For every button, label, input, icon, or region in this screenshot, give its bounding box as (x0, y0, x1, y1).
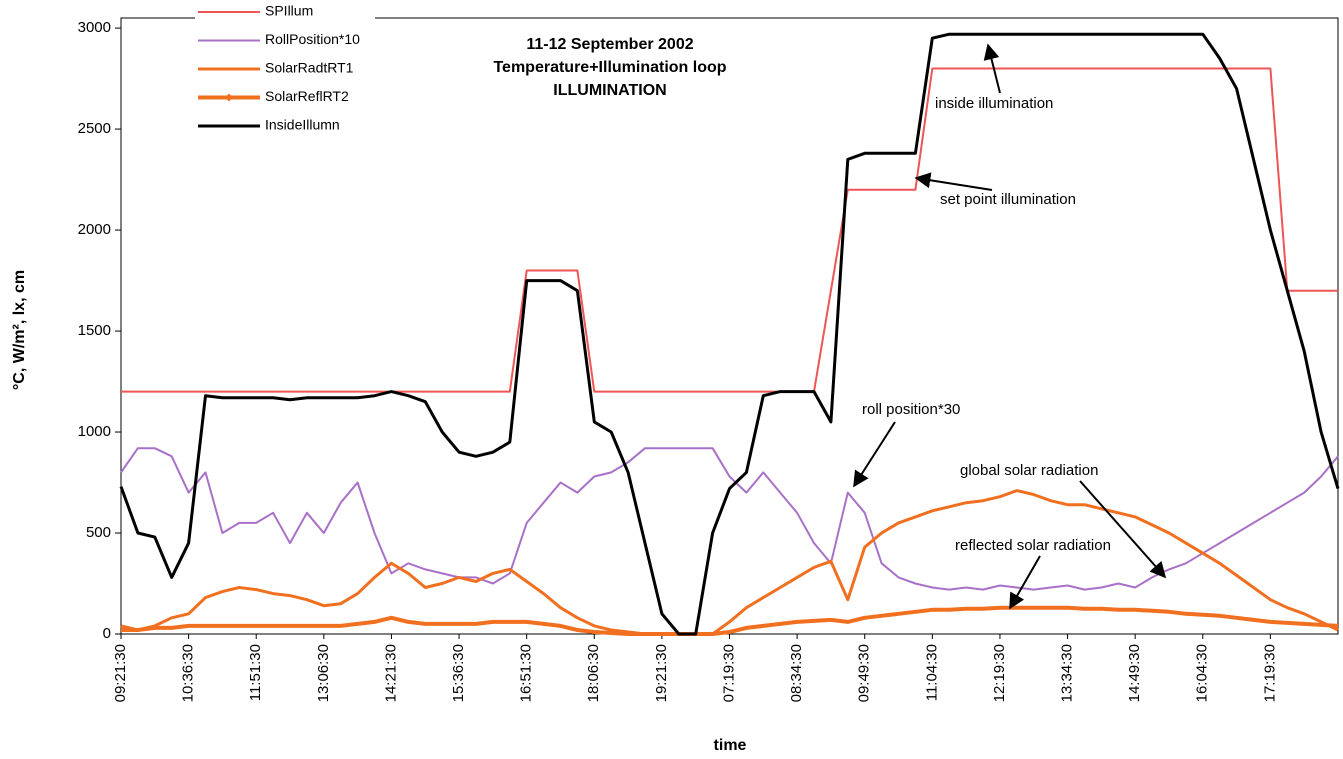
annotation: set point illumination (940, 191, 1076, 208)
x-tick-label: 10:36:30 (180, 644, 197, 702)
y-tick-label: 2500 (78, 120, 111, 137)
legend-label: RollPosition*10 (265, 31, 360, 47)
series-line (121, 605, 1339, 636)
annotation-arrow (853, 421, 896, 488)
x-tick-label: 07:19:30 (720, 644, 737, 702)
plot-area: 0 500 1000 1500 2000 2500 3000 09:21:30 10:36:30… (78, 17, 1340, 702)
legend-marker (225, 93, 233, 102)
series-line (120, 489, 1339, 636)
x-tick-label: 13:34:30 (1059, 644, 1076, 702)
x-tick-label: 14:49:30 (1126, 644, 1143, 702)
x-tick-label: 09:49:30 (856, 644, 873, 702)
x-tick-label: 08:34:30 (788, 644, 805, 702)
x-tick-label: 14:21:30 (382, 644, 399, 702)
y-tick-label: 500 (86, 524, 111, 541)
legend-label: SPIllum (265, 3, 313, 19)
annotation: inside illumination (935, 95, 1053, 112)
x-tick-label: 15:36:30 (450, 644, 467, 702)
x-tick-label: 11:51:30 (247, 644, 264, 701)
legend-box (195, 0, 375, 157)
x-tick-label: 19:21:30 (653, 644, 670, 702)
x-axis-label: time (714, 737, 747, 754)
legend: SPIllum RollPosition*10 SolarRadtRT1 SolarR… (195, 0, 375, 157)
x-tick-label: 16:04:30 (1194, 644, 1211, 702)
x-tick-label: 18:06:30 (585, 644, 602, 702)
x-tick-label: 17:19:30 (1261, 644, 1278, 702)
y-tick-label: 0 (103, 625, 111, 642)
x-tick-label: 12:19:30 (991, 644, 1008, 702)
y-tick-label: 1500 (78, 322, 111, 339)
annotation-arrow (1009, 555, 1041, 610)
y-tick-label: 3000 (78, 19, 111, 36)
annotations: inside illumination set point illuminati… (853, 43, 1167, 610)
y-axis-label: °C, W/m², lx, cm (11, 270, 28, 390)
series-line (119, 32, 1340, 636)
y-tick-label: 2000 (78, 221, 111, 238)
annotation-arrow (983, 43, 1001, 94)
series-line (120, 447, 1339, 591)
annotation-arrow (914, 172, 993, 191)
chart-title: ILLUMINATION (553, 82, 666, 99)
x-tick-label: 16:51:30 (518, 644, 535, 702)
x-tick-label: 09:21:30 (112, 644, 129, 702)
legend-label: InsideIllumn (265, 117, 340, 133)
legend-label: SolarRadtRT1 (265, 60, 354, 76)
x-tick-label: 13:06:30 (315, 644, 332, 702)
annotation: roll position*30 (862, 401, 960, 418)
chart-title: 11-12 September 2002 (526, 36, 693, 53)
legend-label: SolarReflRT2 (265, 88, 349, 104)
chart-title: Temperature+Illumination loop (493, 59, 726, 76)
annotation: reflected solar radiation (955, 537, 1111, 554)
annotation: global solar radiation (960, 462, 1098, 479)
series-line (121, 67, 1338, 393)
y-tick-label: 1000 (78, 423, 111, 440)
annotation-arrow (1079, 480, 1167, 579)
x-tick-label: 11:04:30 (923, 644, 940, 701)
